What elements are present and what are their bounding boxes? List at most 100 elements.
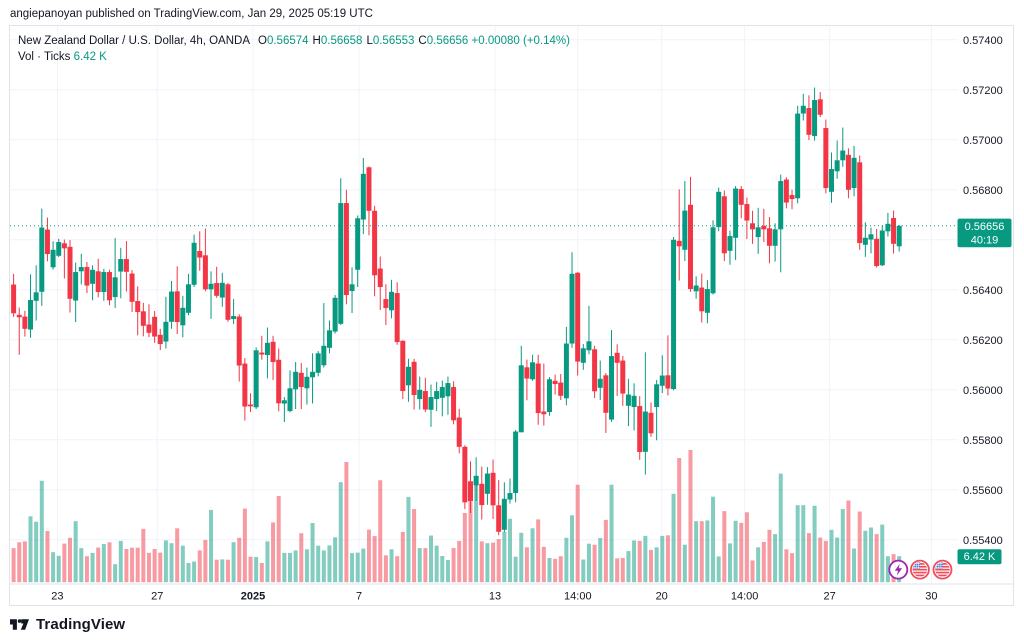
us-flag-event-icon[interactable] [910, 559, 930, 580]
open-label: O [258, 35, 267, 47]
volume-bar [395, 556, 400, 583]
volume-bar [203, 540, 208, 583]
candle-body [484, 473, 490, 494]
candle-body [44, 229, 50, 255]
candle-body [603, 375, 609, 413]
time-axis-label: 7 [356, 591, 362, 603]
volume-bar [158, 552, 163, 583]
candle-body [360, 173, 366, 220]
candle-body [546, 379, 552, 413]
candle-body [563, 343, 569, 399]
volume-bar [56, 555, 61, 583]
candle-body [879, 230, 885, 266]
candle-body [648, 412, 654, 434]
candle-body [405, 366, 411, 386]
volume-bar [829, 529, 834, 583]
candle-body [417, 389, 423, 400]
us-flag-event-icon[interactable] [932, 559, 953, 580]
candle-body [219, 282, 225, 298]
candle-body [552, 380, 558, 385]
candle-body [61, 243, 67, 249]
candle-body [789, 195, 795, 200]
candle-body [129, 273, 135, 302]
volume-bar [677, 457, 682, 583]
high-label: H [312, 35, 321, 47]
volume-bar [586, 543, 591, 583]
candle-body [659, 375, 665, 386]
volume-bar [756, 547, 761, 583]
candlestick-chart[interactable]: 0.574000.572000.570000.568000.566000.564… [10, 26, 1013, 605]
candle-body [761, 225, 767, 230]
volume-bar [389, 549, 394, 583]
candle-body [343, 203, 349, 296]
candle-body [795, 113, 801, 199]
volume-bar [96, 547, 101, 583]
volume-bar [852, 548, 857, 583]
volume-bar [366, 529, 371, 583]
volume-bar [90, 552, 95, 583]
volume-bar [17, 542, 22, 583]
volume-bar [231, 542, 236, 583]
tradingview-logo[interactable]: TradingView [10, 615, 126, 633]
candle-body [524, 367, 530, 379]
candle-body [654, 384, 660, 408]
volume-bar [790, 553, 795, 583]
volume-bar [575, 484, 580, 583]
candle-body [456, 417, 462, 447]
volume-bar [840, 509, 845, 583]
candle-body [310, 371, 316, 378]
svg-text:6.42 K: 6.42 K [964, 551, 996, 563]
price-axis-label: 0.57000 [963, 135, 1003, 147]
candle-body [11, 284, 17, 314]
volume-bar [378, 480, 383, 583]
volume-bar [79, 548, 84, 583]
volume-bar [801, 505, 806, 583]
candle-body [569, 273, 575, 344]
volume-bar [885, 556, 890, 583]
volume-bar [682, 544, 687, 583]
lightning-event-icon[interactable] [888, 559, 909, 580]
volume-bar [778, 473, 783, 583]
candle-body [67, 246, 73, 299]
volume-bar [818, 537, 823, 583]
candle-body [140, 311, 146, 326]
volume-bar [287, 552, 292, 583]
time-axis-label: 2025 [241, 591, 265, 603]
volume-bar [615, 558, 620, 583]
candle-body [896, 225, 902, 247]
candle-body [264, 342, 270, 356]
volume-bar [265, 541, 270, 583]
candle-body [180, 307, 186, 326]
volume-bar [795, 505, 800, 583]
time-axis-label: 20 [656, 591, 668, 603]
tradingview-brand-text: TradingView [36, 615, 126, 633]
candle-body [174, 291, 180, 323]
volume-bar [863, 530, 868, 583]
candle-body [39, 227, 45, 292]
candle-body [338, 203, 344, 324]
candle-body [287, 388, 293, 412]
volume-bar [293, 550, 298, 583]
volume-bar [197, 550, 202, 583]
candle-body [372, 210, 378, 276]
candle-body [253, 350, 259, 408]
candle-body [242, 363, 248, 407]
volume-bar [417, 548, 422, 583]
price-axis-label: 0.56800 [963, 185, 1003, 197]
volume-bar [857, 511, 862, 583]
price-axis[interactable]: 0.574000.572000.570000.568000.566000.564… [963, 35, 1003, 547]
low-value: 0.56553 [372, 35, 415, 47]
time-axis[interactable]: 23 27 2025 7 13 14:00 20 14:00 27 30 [10, 583, 1013, 603]
time-axis-label: 13 [489, 591, 501, 603]
candle-body [321, 345, 327, 366]
volume-bar [835, 537, 840, 583]
volume-bar [761, 541, 766, 583]
volume-bar [547, 557, 552, 583]
volume-bar [383, 555, 388, 583]
candle-body [400, 340, 406, 392]
candle-body [422, 391, 428, 410]
volume-bar [609, 484, 614, 583]
candle-body [202, 255, 208, 290]
candle-body [558, 382, 564, 396]
volume-bar [107, 542, 112, 583]
